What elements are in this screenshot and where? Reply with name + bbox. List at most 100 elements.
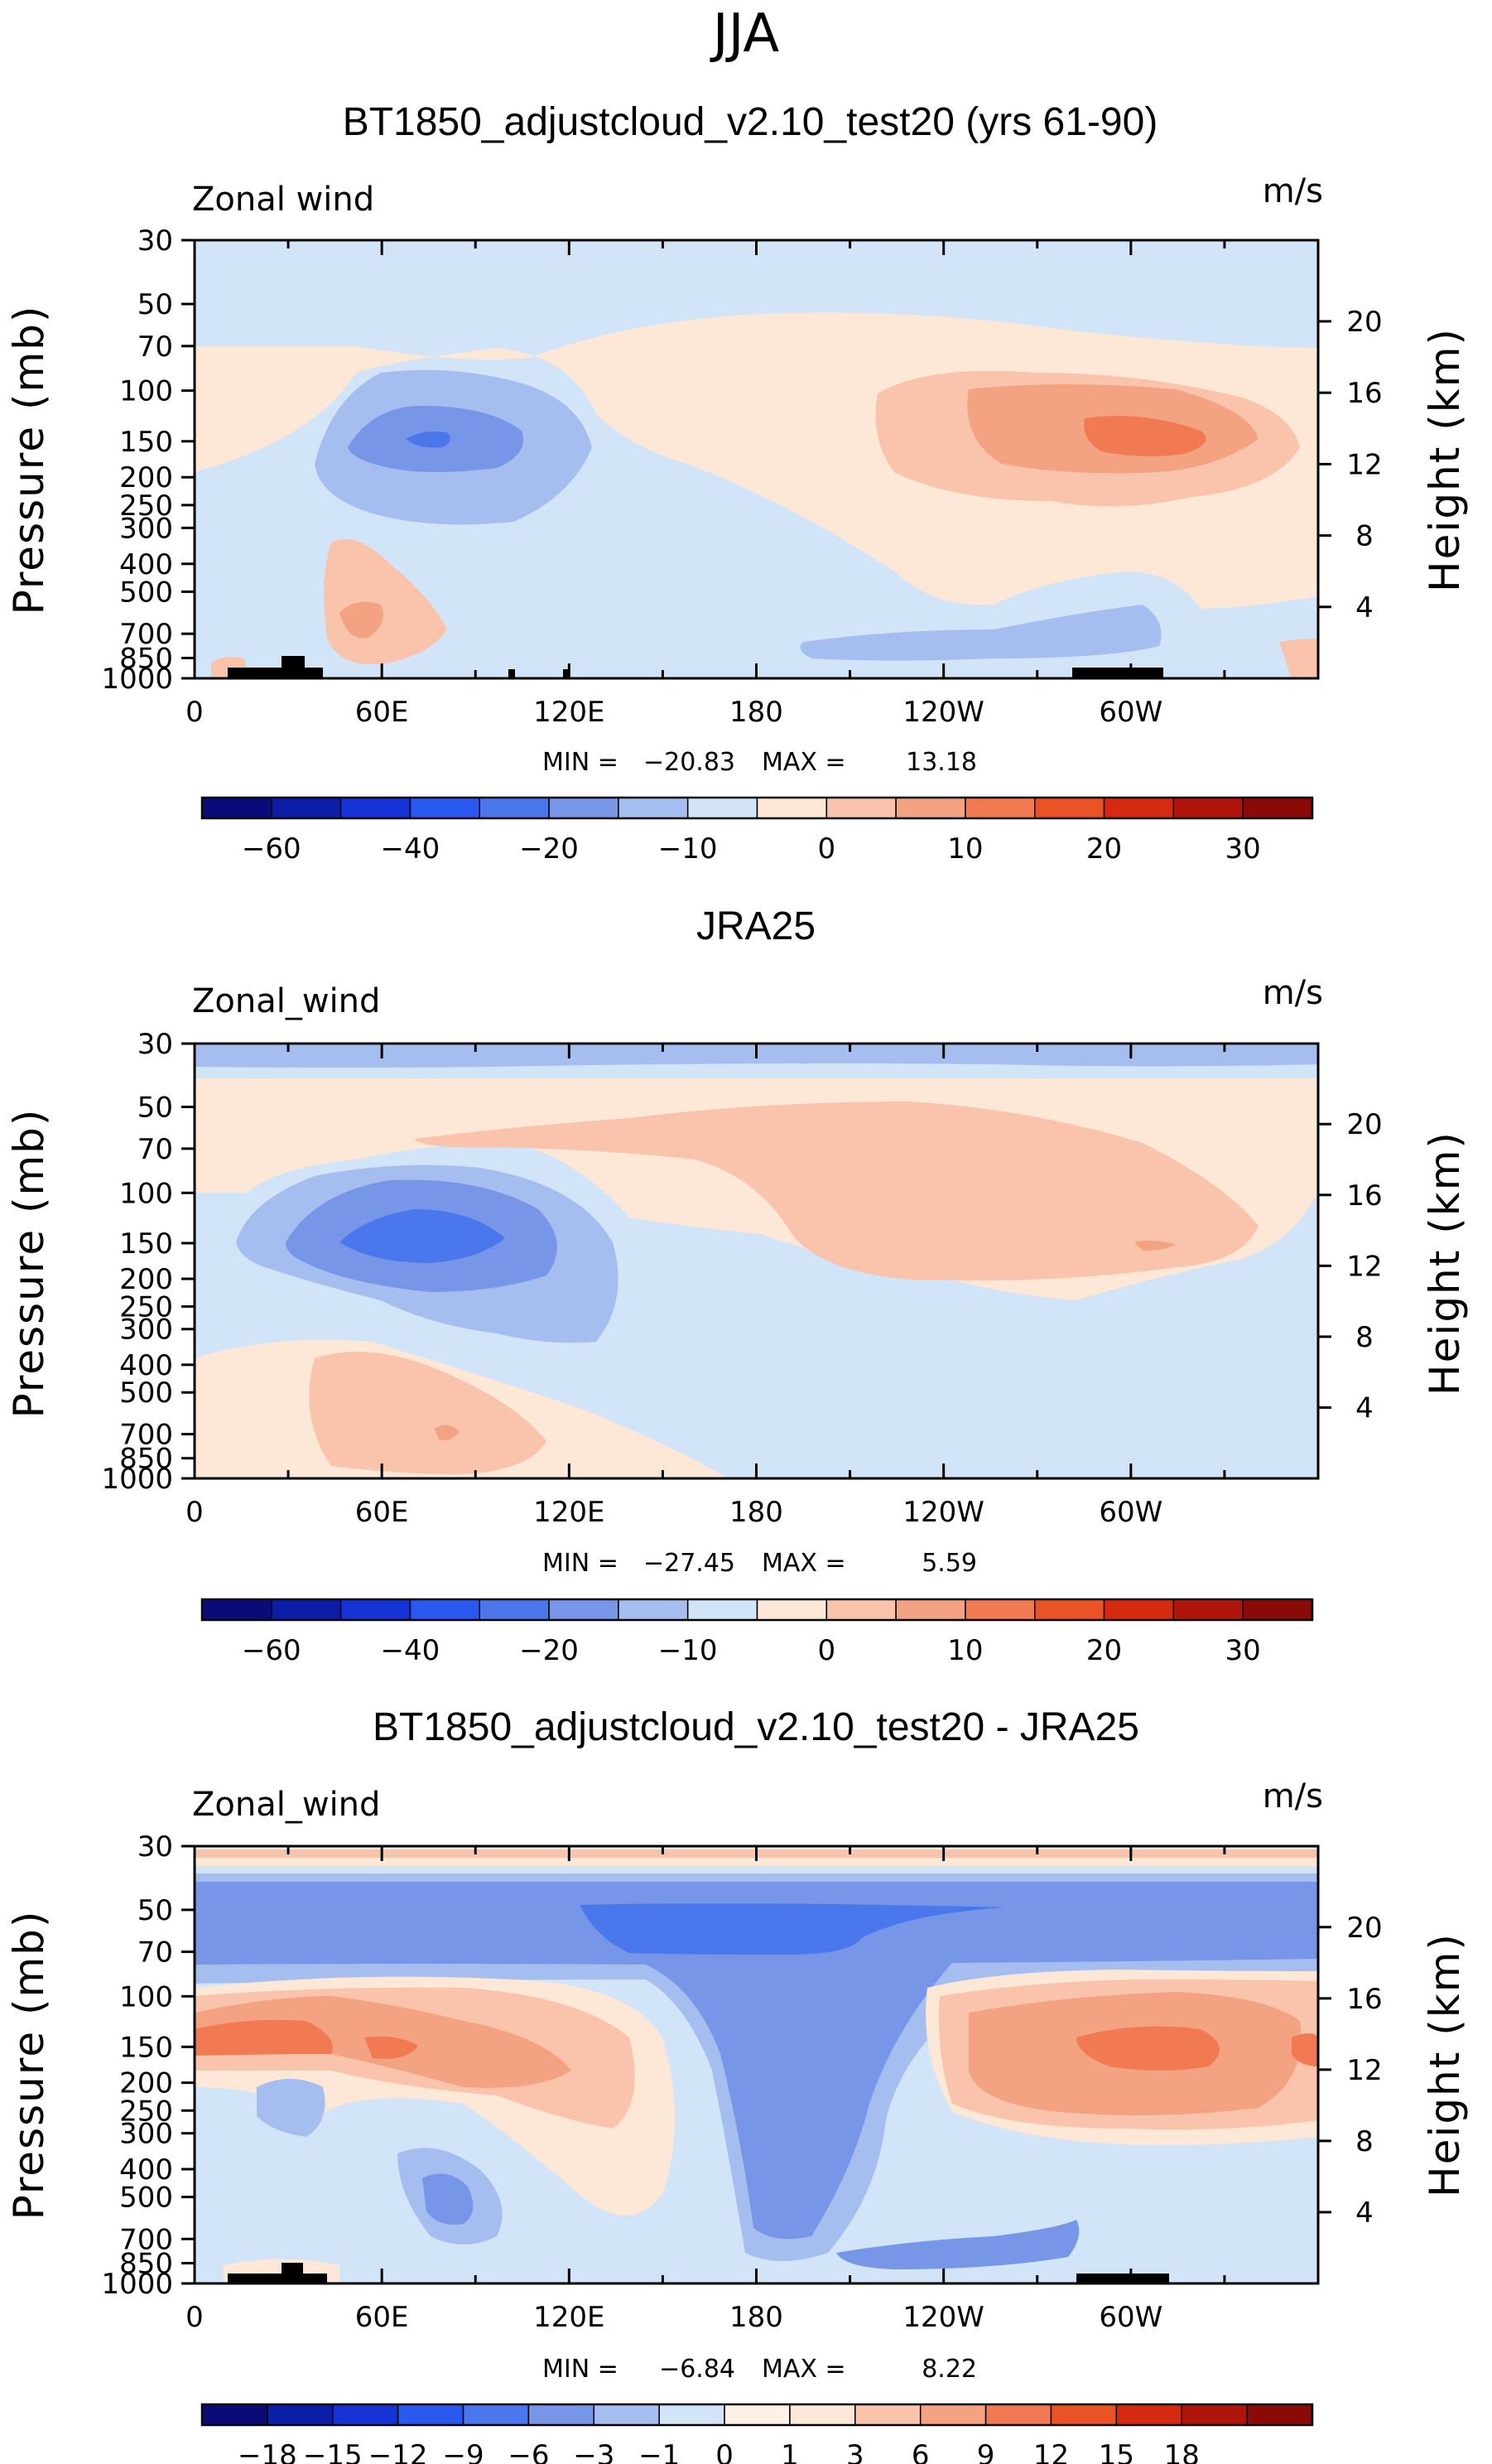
colorbar-swatch <box>825 1598 897 1621</box>
panel-2-colorbar: −60 −40 −20 −10 0 10 20 30 <box>200 1598 1314 1667</box>
panel-3-topography-block <box>282 2263 303 2283</box>
colorbar-tick-label: 0 <box>817 832 835 866</box>
panel-2-units: m/s <box>1263 974 1323 1012</box>
panel-1-variable-label: Zonal wind <box>192 181 374 219</box>
pressure-tick-label: 250 <box>119 489 173 523</box>
colorbar-tick-label: −18 <box>238 2439 297 2464</box>
longitude-tick-label: 120W <box>902 696 984 729</box>
panel-1-max-value: 13.18 <box>906 748 977 777</box>
height-tick-label: 4 <box>1355 591 1374 624</box>
panel-2-contour-low-westerly-5 <box>309 1352 546 1474</box>
colorbar-tick-label: −12 <box>368 2439 428 2464</box>
colorbar-swatch <box>756 1598 828 1621</box>
colorbar-swatch <box>201 1598 272 1621</box>
longitude-tick-label: 0 <box>185 2301 204 2334</box>
panel-3-min-value: −6.84 <box>659 2355 735 2384</box>
height-tick-label: 8 <box>1355 1321 1374 1354</box>
colorbar-swatch <box>201 2404 268 2426</box>
pressure-tick-label: 500 <box>119 2182 173 2215</box>
pressure-tick-label: 200 <box>119 1263 173 1296</box>
longitude-tick-label: 120E <box>533 1496 604 1529</box>
height-tick-label: 12 <box>1346 1250 1382 1283</box>
colorbar-tick-label: −60 <box>242 832 301 866</box>
colorbar-tick-label: 30 <box>1225 832 1261 866</box>
longitude-tick-label: 0 <box>185 696 204 729</box>
pressure-tick-label: 150 <box>119 1227 173 1261</box>
panel-1-colorbar: −60 −40 −20 −10 0 10 20 30 <box>200 796 1314 866</box>
panel-3-max-label: MAX = <box>762 2355 846 2384</box>
panel-3-ylabel-right: Height (km) <box>1421 1932 1469 2197</box>
panel-1-contour-trade-easterly <box>800 605 1162 661</box>
colorbar-tick-label: 30 <box>1225 1634 1261 1667</box>
colorbar-swatch <box>548 1598 619 1621</box>
panel-3-contour-warm-east-9b <box>1292 2033 1318 2066</box>
panel-3-contour-warm-west-9 <box>195 2019 333 2056</box>
panel-2-contour-westerly-5 <box>414 1102 1259 1280</box>
colorbar-tick-label: −20 <box>519 832 579 866</box>
pressure-tick-label: 30 <box>137 1028 173 1061</box>
longitude-tick-label: 120W <box>902 1496 984 1529</box>
longitude-tick-label: 60W <box>1099 2301 1162 2334</box>
panel-1-max-label: MAX = <box>762 748 846 777</box>
pressure-tick-label: 850 <box>119 1443 173 1476</box>
colorbar-swatch <box>919 2404 987 2426</box>
colorbar-swatch <box>479 1598 550 1621</box>
panel-3-topography <box>228 2263 1169 2283</box>
pressure-tick-label: 250 <box>119 1290 173 1324</box>
longitude-tick-label: 60W <box>1099 1496 1162 1529</box>
panel-1-topography-block <box>1072 668 1163 678</box>
colorbar-swatch <box>686 1598 758 1621</box>
pressure-tick-label: 150 <box>119 2031 173 2064</box>
panel-3: BT1850_adjustcloud_v2.10_test20 - JRA25 … <box>5 1705 1469 2464</box>
colorbar-swatch <box>1242 1598 1313 1621</box>
pressure-tick-label: 1000 <box>101 2268 173 2301</box>
colorbar-tick-label: 1 <box>781 2439 799 2464</box>
panel-2-contour-low-westerly-10 <box>435 1425 460 1440</box>
colorbar-swatch <box>756 797 828 819</box>
panel-3-contour-pacific-lowlevel <box>836 2220 1080 2269</box>
panel-1-topography-block <box>282 656 305 678</box>
panel-1-ylabel: Pressure (mb) <box>5 305 53 615</box>
colorbar-swatch <box>618 1598 689 1621</box>
pressure-tick-label: 70 <box>137 330 173 364</box>
panel-1-units: m/s <box>1263 172 1323 210</box>
colorbar-frame <box>200 796 1314 820</box>
height-tick-label: 20 <box>1346 1912 1382 1945</box>
colorbar-tick-label: 18 <box>1164 2439 1200 2464</box>
pressure-tick-label: 30 <box>137 1830 173 1864</box>
pressure-tick-label: 150 <box>119 426 173 459</box>
colorbar-tick-label: 20 <box>1086 1634 1122 1667</box>
panel-3-contour-cold-west <box>257 2079 325 2137</box>
colorbar-tick-label: 10 <box>947 832 983 866</box>
panel-3-colorbar: −18 −15 −12 −9 −6 −3 −1 0 1 3 6 9 12 15 18 <box>200 2403 1314 2464</box>
colorbar-frame <box>200 2403 1314 2427</box>
panel-1-contour-jet-core-15 <box>1084 416 1206 456</box>
pressure-tick-label: 400 <box>119 2153 173 2187</box>
panel-1-contour-easterly-15 <box>406 432 450 448</box>
season-title: JJA <box>710 3 780 65</box>
panel-2-plot-area <box>193 1042 1320 1480</box>
colorbar-swatch <box>1034 797 1105 819</box>
height-tick-label: 20 <box>1346 306 1382 339</box>
panel-3-plot-area <box>193 1844 1320 2285</box>
pressure-tick-label: 500 <box>119 576 173 609</box>
colorbar-swatch <box>548 797 619 819</box>
pressure-tick-label: 850 <box>119 2248 173 2281</box>
pressure-tick-label: 300 <box>119 512 173 545</box>
colorbar-tick-label: −1 <box>638 2439 680 2464</box>
colorbar-tick-label: 12 <box>1033 2439 1069 2464</box>
colorbar-swatch <box>397 2404 464 2426</box>
panel-1-title: BT1850_adjustcloud_v2.10_test20 (yrs 61-… <box>343 100 1158 144</box>
pressure-tick-label: 500 <box>119 1377 173 1410</box>
colorbar-tick-label: −10 <box>658 832 718 866</box>
pressure-tick-label: 850 <box>119 642 173 675</box>
height-tick-label: 4 <box>1355 2196 1374 2230</box>
panel-1-plot-area <box>193 239 1320 680</box>
longitude-tick-label: 180 <box>729 1496 783 1529</box>
colorbar-tick-label: −6 <box>508 2439 549 2464</box>
pressure-tick-label: 200 <box>119 461 173 494</box>
pressure-tick-label: 100 <box>119 1177 173 1210</box>
longitude-tick-label: 120E <box>533 2301 604 2334</box>
